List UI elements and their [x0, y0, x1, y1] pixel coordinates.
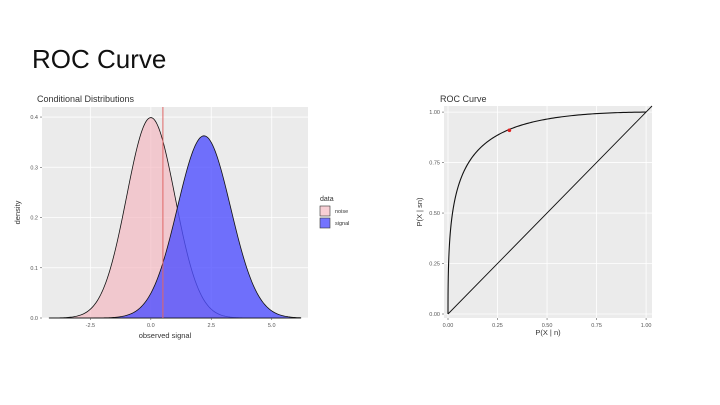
legend-label-signal: signal: [335, 221, 349, 227]
right-x-axis-label: P(X | n): [535, 328, 561, 337]
left-x-tick-label: 5.0: [268, 323, 276, 329]
legend-key-noise: [319, 205, 331, 217]
left-x-tick-label: -2.5: [86, 323, 95, 329]
legend-key-signal: [319, 217, 331, 229]
right-x-tick-label: 0.75: [591, 323, 602, 329]
right-y-tick-label: 0.00: [429, 312, 440, 318]
slide-title: ROC Curve: [32, 44, 167, 74]
right-y-tick-label: 1.00: [429, 110, 440, 116]
right-gridlines: [444, 106, 652, 318]
left-y-tick-label: 0.3: [30, 165, 38, 171]
right-y-tick-label: 0.50: [429, 211, 440, 217]
legend-label-noise: noise: [335, 209, 348, 215]
left-y-tick-label: 0.1: [30, 266, 38, 272]
left-x-axis-label: observed signal: [139, 331, 192, 340]
right-chart-title: ROC Curve: [440, 94, 487, 104]
roc-marked-point: [507, 128, 512, 133]
right-y-tick-label: 0.25: [429, 262, 440, 268]
left-chart-title: Conditional Distributions: [37, 94, 135, 104]
right-y-tick-label: 0.75: [429, 161, 440, 167]
left-y-tick-label: 0.2: [30, 216, 38, 222]
right-x-tick-label: 0.25: [492, 323, 503, 329]
left-y-axis-label: density: [13, 200, 22, 224]
left-y-tick-label: 0.4: [30, 115, 38, 121]
right-y-axis-label: P(X | sn): [415, 197, 424, 227]
right-x-tick-label: 1.00: [641, 323, 652, 329]
density-area-signal: [49, 135, 302, 319]
legend-title: data: [320, 196, 334, 203]
chance-diagonal-line: [447, 105, 653, 315]
left-x-tick-label: 0.0: [147, 323, 155, 329]
roc-curve-line: [447, 111, 647, 315]
left-y-tick-label: 0.0: [30, 316, 38, 322]
right-x-tick-label: 0.50: [542, 323, 553, 329]
right-x-tick-label: 0.00: [443, 323, 454, 329]
left-x-tick-label: 2.5: [207, 323, 215, 329]
